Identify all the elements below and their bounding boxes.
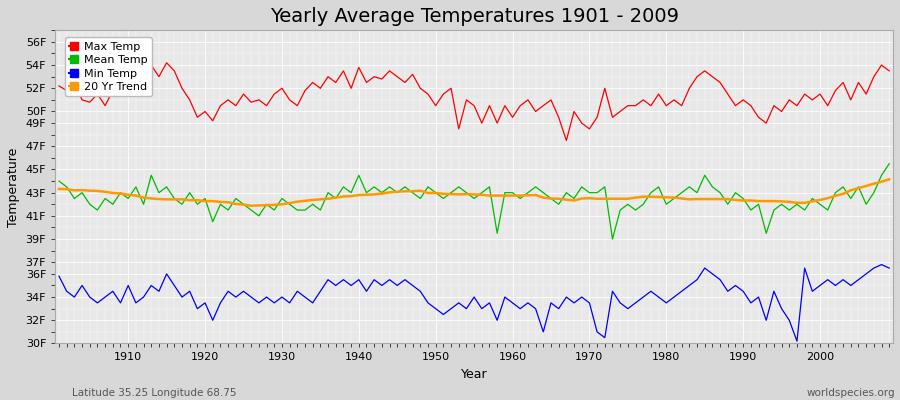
- Title: Yearly Average Temperatures 1901 - 2009: Yearly Average Temperatures 1901 - 2009: [270, 7, 679, 26]
- Y-axis label: Temperature: Temperature: [7, 147, 20, 226]
- Text: worldspecies.org: worldspecies.org: [807, 388, 896, 398]
- Legend: Max Temp, Mean Temp, Min Temp, 20 Yr Trend: Max Temp, Mean Temp, Min Temp, 20 Yr Tre…: [65, 37, 152, 96]
- Text: Latitude 35.25 Longitude 68.75: Latitude 35.25 Longitude 68.75: [72, 388, 237, 398]
- X-axis label: Year: Year: [461, 368, 488, 381]
